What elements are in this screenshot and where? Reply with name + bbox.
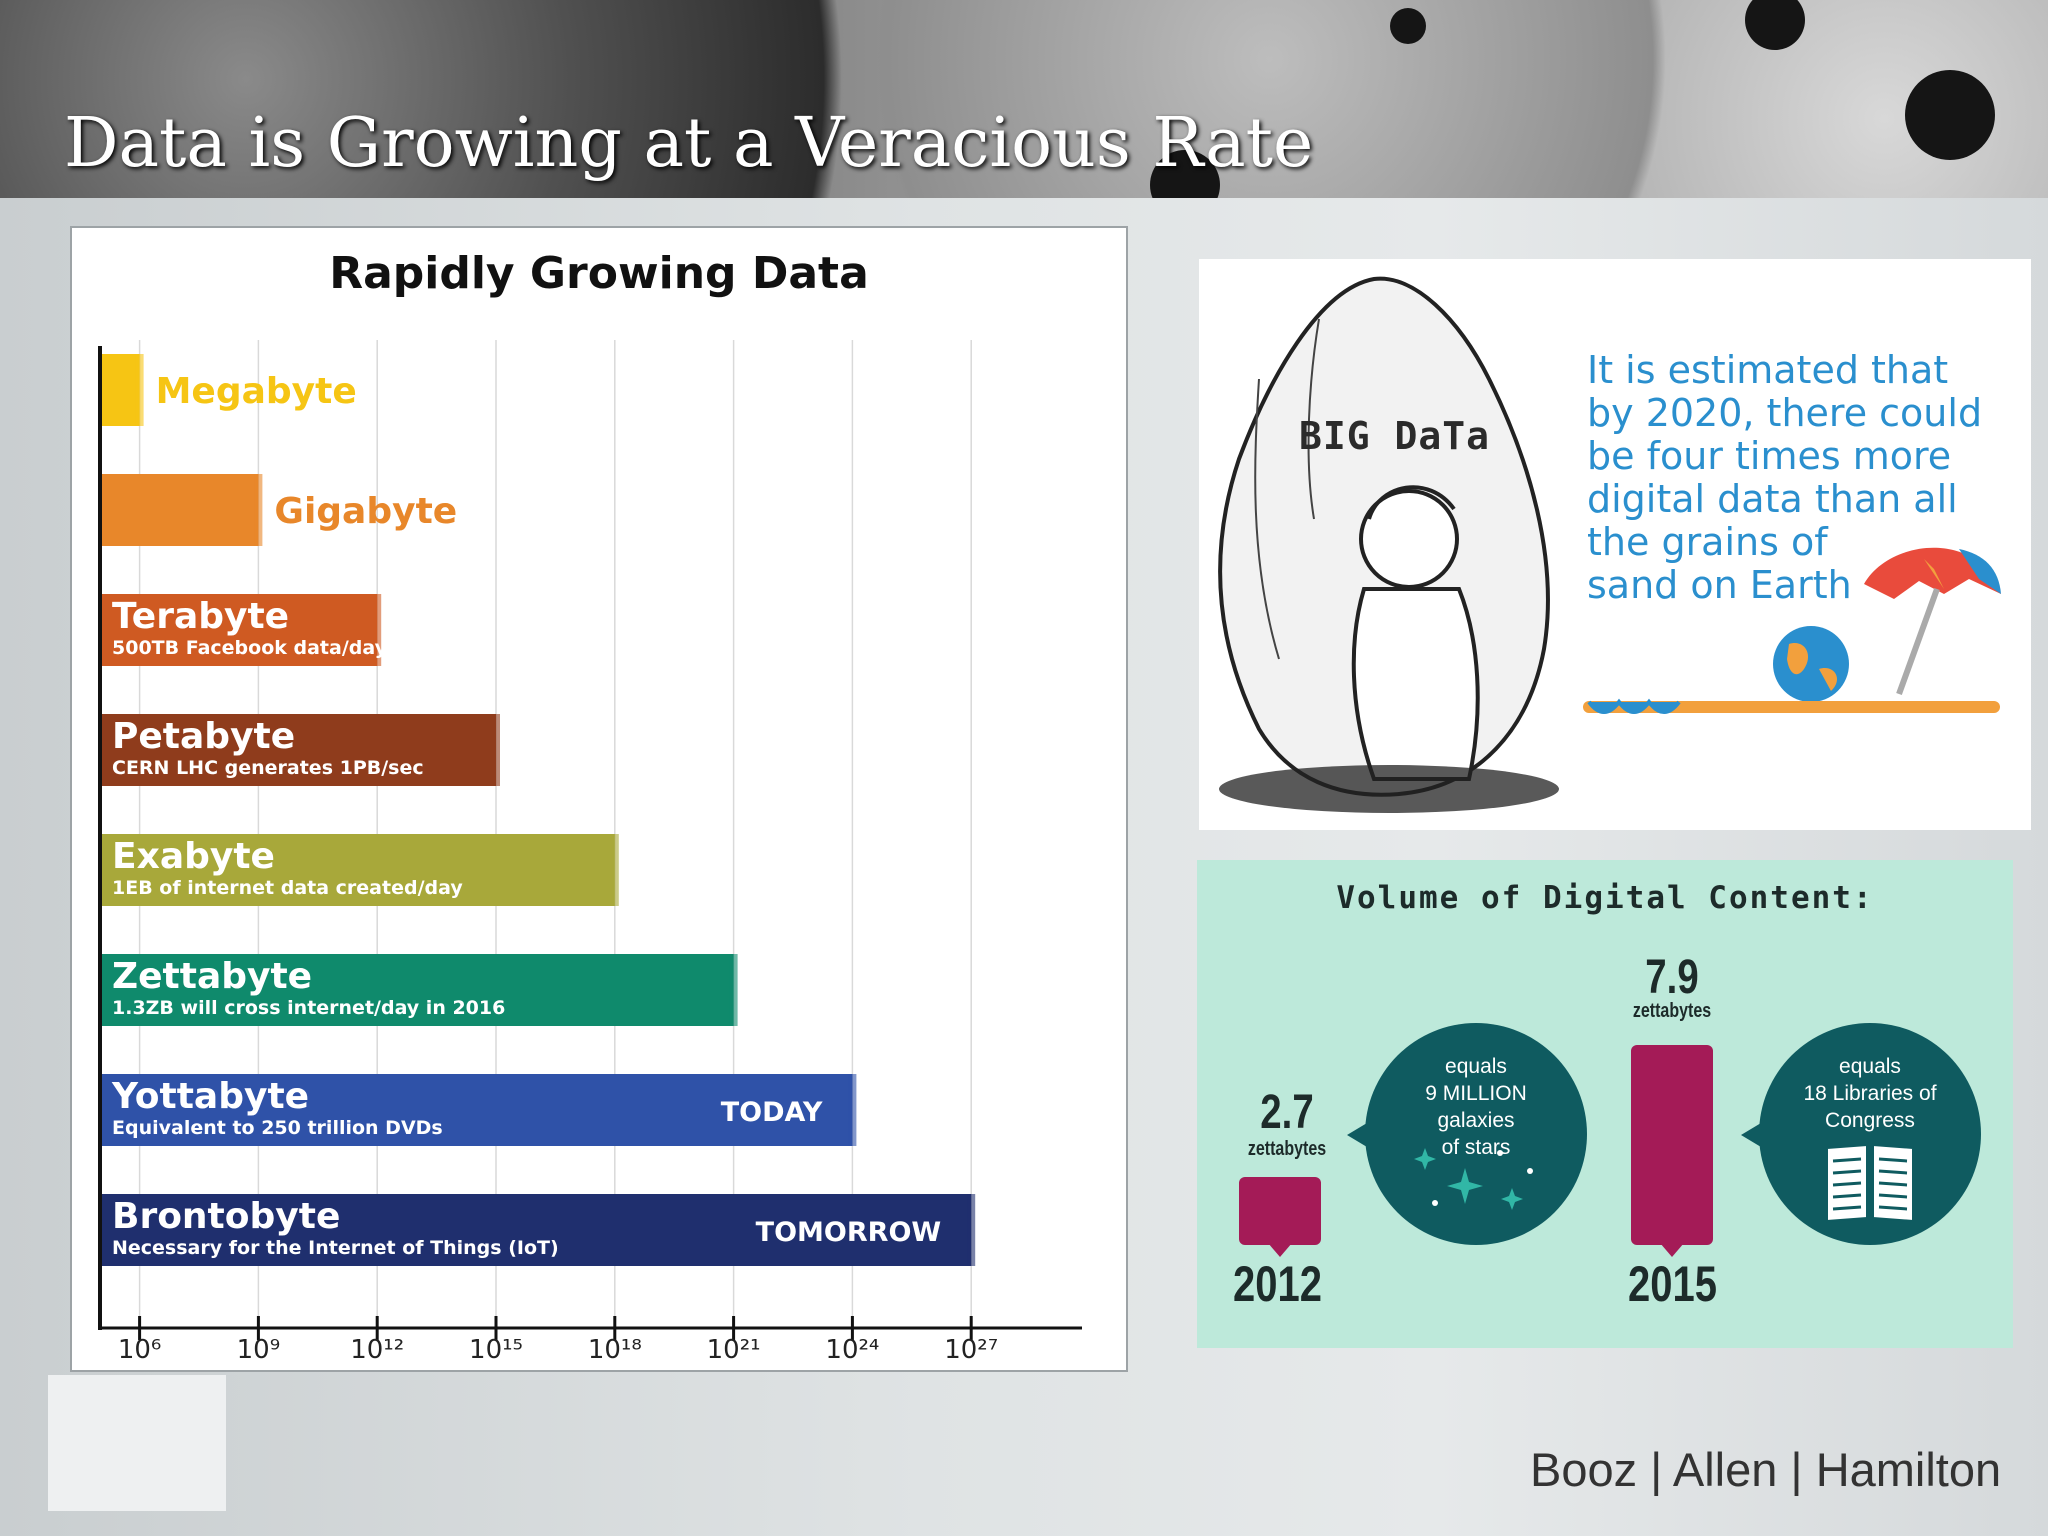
value-label-2015: 7.9 [1645, 951, 1699, 1004]
umbrella-icon [1864, 547, 2001, 696]
bar-annotation: CERN LHC generates 1PB/sec [112, 757, 424, 779]
corner-box [48, 1375, 226, 1511]
bar-annotation: Equivalent to 250 trillion DVDs [112, 1117, 443, 1139]
libraries-circle: equals 18 Libraries of Congress [1741, 1023, 1981, 1245]
bar-terabyte [102, 594, 378, 666]
unit-label-2012: zettabytes [1247, 1138, 1327, 1160]
estimate-text: It is estimated that by 2020, there coul… [1587, 348, 1983, 607]
booz-allen-hamilton-logo: Booz | Allen | Hamilton [1530, 1443, 2002, 1496]
bar-label-brontobyte: Brontobyte [112, 1196, 340, 1237]
bar-cap [967, 1194, 976, 1266]
wave-icon [1587, 698, 1681, 714]
bar-annotation: 1EB of internet data created/day [112, 877, 463, 899]
bar-yottabyte [102, 1074, 853, 1146]
bar-annotation: Necessary for the Internet of Things (Io… [112, 1237, 559, 1259]
bar-cap [492, 714, 500, 786]
x-tick-label: 10¹² [350, 1335, 404, 1365]
year-label-2012: 2012 [1233, 1256, 1322, 1312]
bar-cap [848, 1074, 857, 1146]
bar-brontobyte [102, 1194, 972, 1266]
x-tick-label: 10²⁴ [825, 1335, 879, 1365]
bar-label-yottabyte: Yottabyte [111, 1076, 309, 1117]
x-tick-label: 10⁶ [118, 1335, 162, 1365]
unit-label-2015: zettabytes [1632, 1000, 1712, 1022]
gear-hole [1390, 8, 1426, 44]
galaxies-circle: equals 9 MILLION galaxies of stars [1347, 1023, 1587, 1245]
bar-cap [729, 954, 738, 1026]
bar-gigabyte [102, 474, 259, 546]
gear-hole [1150, 150, 1220, 198]
galaxies-text: equals 9 MILLION galaxies of stars [1425, 1055, 1527, 1159]
bar-label-terabyte: Terabyte [112, 596, 289, 637]
bar-label-exabyte: Exabyte [112, 836, 275, 877]
x-tick-label: 10⁹ [237, 1335, 281, 1365]
globe-icon [1773, 626, 1849, 702]
bar-label-megabyte: Megabyte [156, 371, 357, 412]
bar-cap [254, 474, 263, 546]
stars-icon [1414, 1148, 1533, 1210]
bar-label-zettabyte: Zettabyte [112, 956, 312, 997]
volume-title: Volume of Digital Content: [1336, 880, 1874, 916]
growing-data-chart: Rapidly Growing Data 10⁶ 10⁹ 10¹² 10¹⁵ 10¹⁸ 10… [70, 226, 1128, 1372]
header-banner: Data is Growing at a Veracious Rate [0, 0, 2048, 198]
bar-zettabyte [102, 954, 734, 1026]
bar-cap [373, 594, 382, 666]
bar-2015 [1631, 1045, 1713, 1257]
growing-data-chart-svg: Rapidly Growing Data 10⁶ 10⁹ 10¹² 10¹⁵ 10¹⁸ 10… [98, 248, 1082, 1365]
bar-cap [135, 354, 144, 426]
slide-title: Data is Growing at a Veracious Rate [64, 104, 1314, 183]
bar-cap [610, 834, 619, 906]
x-tick-label: 10¹⁸ [588, 1335, 642, 1365]
big-data-illustration [1218, 276, 2001, 813]
libraries-text: equals 18 Libraries of Congress [1803, 1055, 1937, 1132]
ground-shadow [1219, 765, 1559, 813]
gear-hole [1745, 0, 1805, 50]
value-label-2012: 2.7 [1260, 1086, 1314, 1139]
x-tick-label: 10²¹ [707, 1335, 761, 1365]
bar-exabyte [102, 834, 615, 906]
bar-tag: TOMORROW [756, 1217, 942, 1248]
year-label-2015: 2015 [1628, 1256, 1717, 1312]
x-tick-label: 10²⁷ [944, 1335, 998, 1365]
chart-title: Rapidly Growing Data [329, 248, 869, 299]
bar-label-gigabyte: Gigabyte [274, 491, 457, 532]
bar-tag: TODAY [721, 1097, 823, 1128]
bar-megabyte [102, 354, 140, 426]
big-data-illustration-card: BIG DaTa It is estimated that by 2020, t… [1199, 259, 2031, 830]
volume-digital-content-card: Volume of Digital Content: 2.7 zettabyte… [1197, 860, 2013, 1348]
bar-label-petabyte: Petabyte [112, 716, 295, 757]
bar-petabyte [102, 714, 496, 786]
bar-annotation: 1.3ZB will cross internet/day in 2016 [112, 997, 505, 1019]
book-icon [1826, 1143, 1914, 1223]
person-icon [1351, 485, 1480, 781]
bar-annotation: 500TB Facebook data/day [112, 637, 388, 659]
x-tick-label: 10¹⁵ [469, 1335, 523, 1365]
gear-hole [1905, 70, 1995, 160]
bar-2012 [1239, 1176, 1321, 1258]
big-data-rock-label: BIG DaTa [1299, 414, 1491, 458]
